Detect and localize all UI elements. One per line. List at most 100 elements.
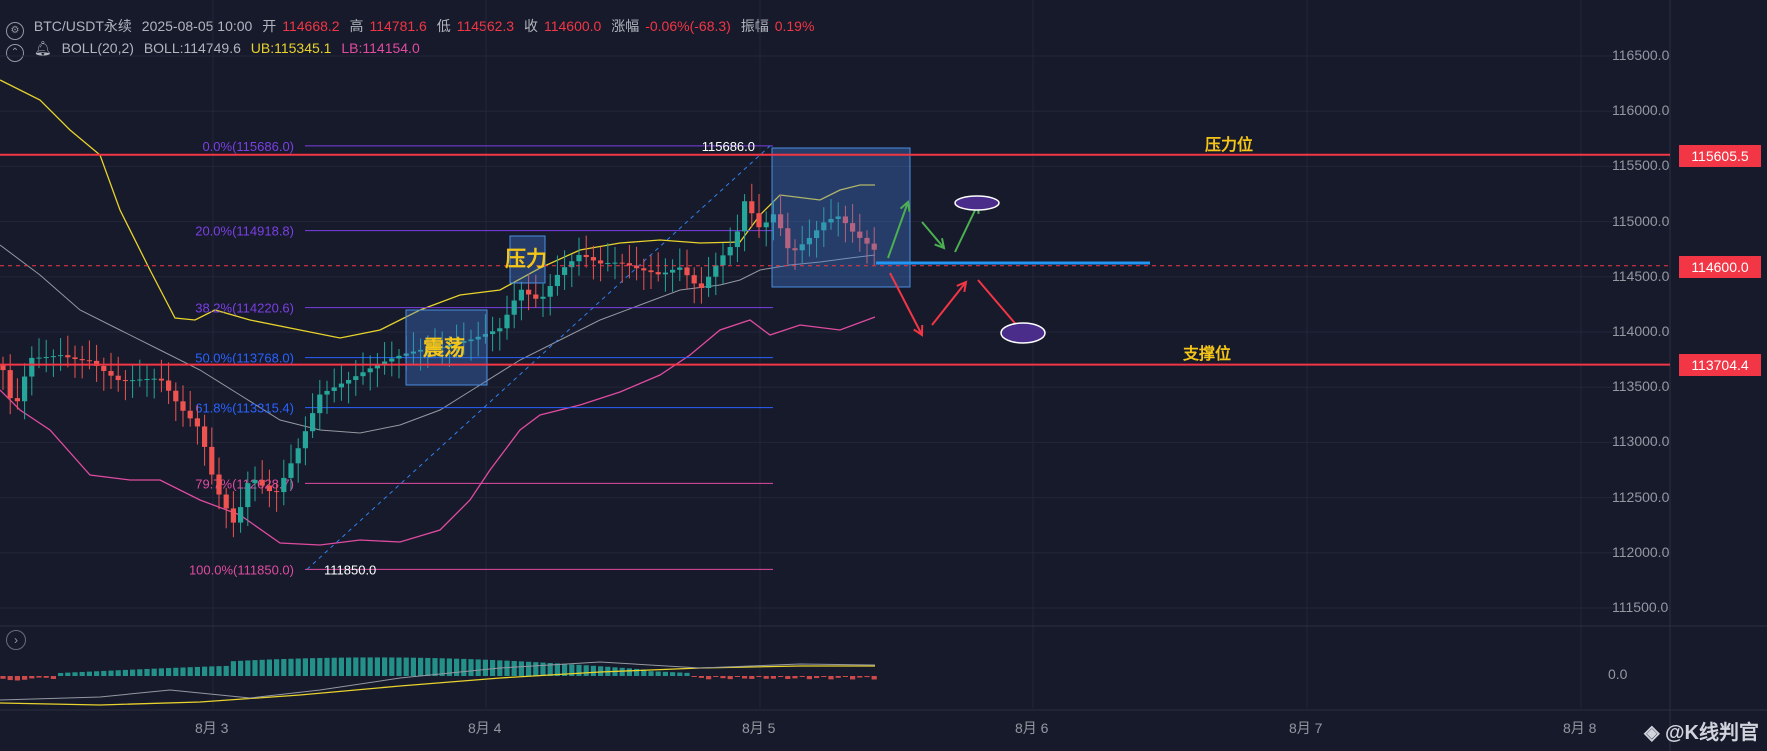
date-tick-label: 8月 5 bbox=[742, 720, 776, 736]
candle-body bbox=[86, 360, 92, 362]
candle-body bbox=[828, 218, 834, 223]
macd-histogram-bar bbox=[504, 660, 510, 676]
macd-histogram-bar bbox=[454, 658, 460, 676]
candle-body bbox=[266, 485, 272, 492]
macd-histogram-bar bbox=[806, 676, 812, 680]
fib-trend-line bbox=[306, 145, 771, 570]
change-value: -0.06%(-68.3) bbox=[645, 18, 731, 34]
macd-histogram-bar bbox=[180, 667, 186, 676]
macd-histogram-bar bbox=[137, 669, 143, 676]
candle-body bbox=[180, 401, 186, 411]
fib-level-label: 20.0%(114918.8) bbox=[195, 224, 294, 239]
price-tick-label: 111500.0 bbox=[1612, 599, 1669, 615]
bull-arrow-3 bbox=[954, 203, 979, 253]
alert-bell-icon[interactable]: 🔔︎ bbox=[33, 40, 52, 56]
macd-histogram-bar bbox=[598, 666, 604, 676]
macd-histogram-bar bbox=[857, 676, 863, 678]
macd-histogram-bar bbox=[115, 670, 121, 676]
macd-histogram-bar bbox=[353, 657, 359, 676]
candle-body bbox=[367, 368, 373, 373]
macd-histogram-bar bbox=[346, 657, 352, 676]
candle-body bbox=[619, 262, 625, 264]
macd-histogram-bar bbox=[691, 676, 697, 677]
candle-body bbox=[554, 274, 560, 287]
macd-histogram-bar bbox=[79, 671, 85, 676]
macd-histogram-bar bbox=[468, 659, 474, 676]
macd-histogram-bar bbox=[216, 666, 222, 676]
macd-histogram-bar bbox=[144, 668, 150, 676]
candle-body bbox=[763, 222, 769, 228]
close-value: 114600.0 bbox=[543, 18, 602, 34]
macd-histogram-bar bbox=[410, 657, 416, 676]
candle-body bbox=[806, 238, 812, 245]
candle-body bbox=[799, 244, 805, 251]
boll-ub: UB:115345.1 bbox=[250, 40, 332, 56]
macd-histogram-bar bbox=[202, 666, 208, 676]
macd-histogram-bar bbox=[418, 657, 424, 676]
macd-histogram-bar bbox=[403, 657, 409, 676]
macd-zero-label: 0.0 bbox=[1608, 666, 1628, 682]
candle-body bbox=[58, 355, 64, 357]
amplitude-label: 振幅 bbox=[740, 18, 769, 34]
fib-level-label: 61.8%(113315.4) bbox=[195, 401, 294, 416]
macd-histogram-bar bbox=[461, 658, 467, 676]
bear-arrow-1 bbox=[889, 272, 923, 336]
macd-histogram-bar bbox=[223, 665, 229, 676]
candle-body bbox=[569, 261, 575, 268]
candle-body bbox=[144, 379, 150, 381]
date-tick-label: 8月 8 bbox=[1563, 720, 1597, 736]
candle-body bbox=[562, 267, 568, 275]
candle-body bbox=[302, 431, 308, 449]
macd-histogram-bar bbox=[302, 658, 308, 676]
bear-arrow-1-head bbox=[913, 324, 924, 337]
macd-histogram-bar bbox=[317, 657, 323, 676]
macd-histogram-bar bbox=[158, 668, 164, 676]
candle-body bbox=[756, 213, 762, 228]
macd-histogram-bar bbox=[490, 660, 496, 676]
macd-histogram-bar bbox=[230, 661, 236, 676]
macd-histogram-bar bbox=[108, 670, 114, 676]
macd-histogram-bar bbox=[842, 676, 848, 677]
candle-body bbox=[598, 260, 604, 264]
macd-histogram-bar bbox=[742, 676, 748, 679]
candle-body bbox=[115, 375, 121, 381]
macd-histogram-bar bbox=[0, 676, 6, 679]
candle-body bbox=[814, 230, 820, 239]
candle-body bbox=[72, 357, 78, 360]
bear-arrow-3 bbox=[977, 279, 1026, 336]
macd-histogram-bar bbox=[439, 658, 445, 676]
price-tick-label: 115500.0 bbox=[1612, 157, 1670, 174]
macd-histogram-bar bbox=[288, 658, 294, 676]
macd-histogram-bar bbox=[835, 676, 841, 678]
fib-retracement: 0.0%(115686.0) 20.0%(114918.8) 38.2%(11422… bbox=[189, 139, 773, 577]
macd-histogram-bar bbox=[331, 657, 337, 676]
macd-histogram-bar bbox=[94, 671, 100, 676]
candle-body bbox=[547, 286, 553, 297]
candle-body bbox=[410, 351, 416, 354]
macd-histogram-bar bbox=[22, 676, 28, 680]
date-tick-label: 8月 6 bbox=[1015, 720, 1049, 736]
price-tick-label: 116000.0 bbox=[1612, 102, 1670, 119]
macd-dif-line bbox=[0, 661, 876, 701]
collapse-icon[interactable]: ⌃ bbox=[6, 44, 24, 62]
candle-body bbox=[259, 479, 265, 486]
macd-histogram-bar bbox=[547, 662, 553, 676]
candle-body bbox=[14, 398, 20, 402]
candle-body bbox=[94, 360, 100, 366]
candle-body bbox=[835, 216, 841, 219]
expand-icon[interactable]: › bbox=[6, 630, 26, 650]
macd-histogram-bar bbox=[799, 676, 805, 677]
boll-mid: BOLL:114749.6 bbox=[143, 40, 241, 56]
macd-histogram-bar bbox=[518, 661, 524, 676]
macd-histogram-bar bbox=[684, 672, 690, 676]
settings-icon[interactable]: ⚙ bbox=[6, 22, 24, 40]
macd-histogram-bar bbox=[814, 676, 820, 679]
candle-body bbox=[648, 270, 654, 273]
price-tick-label: 112500.0 bbox=[1612, 488, 1670, 505]
macd-histogram-bar bbox=[338, 657, 344, 676]
candle-body bbox=[374, 364, 380, 369]
macd-histogram-bar bbox=[382, 657, 388, 676]
